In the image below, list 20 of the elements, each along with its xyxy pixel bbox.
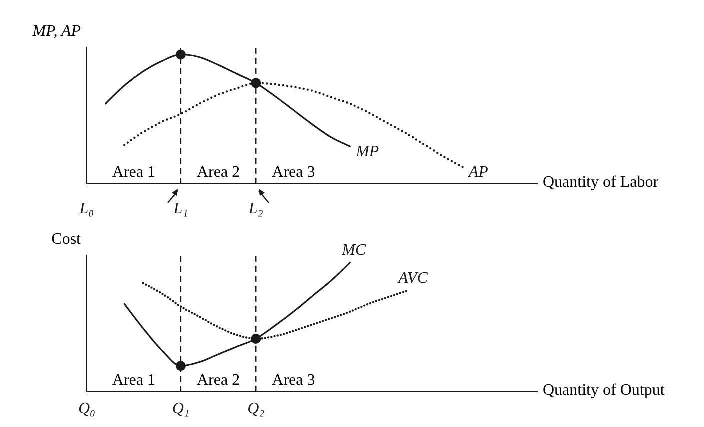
x-tick-label: Q₂: [248, 400, 266, 418]
x-tick-label: L₁: [172, 200, 188, 218]
x-tick-label: L₂: [248, 200, 264, 218]
y-axis-title: MP, AP: [32, 23, 81, 41]
y-axis-title: Cost: [52, 231, 81, 249]
series-label: MP: [355, 144, 380, 161]
x-tick-label: L₀: [78, 200, 94, 218]
x-tick-label: Q₁: [172, 400, 190, 418]
annotation: Area 3: [272, 164, 316, 182]
annotation: Area 3: [272, 372, 316, 390]
annotation: Area 1: [112, 164, 156, 182]
series-label: AP: [468, 164, 489, 182]
series-label: MC: [341, 242, 366, 259]
annotation: Area 2: [196, 372, 240, 390]
x-axis-title: Quantity of Output: [543, 382, 665, 400]
series-label: AVC: [397, 270, 428, 288]
annotation: Area 1: [112, 372, 156, 390]
annotation: Area 2: [196, 164, 240, 182]
x-axis-title: Quantity of Labor: [543, 174, 659, 192]
x-tick-label: Q₀: [78, 400, 96, 418]
